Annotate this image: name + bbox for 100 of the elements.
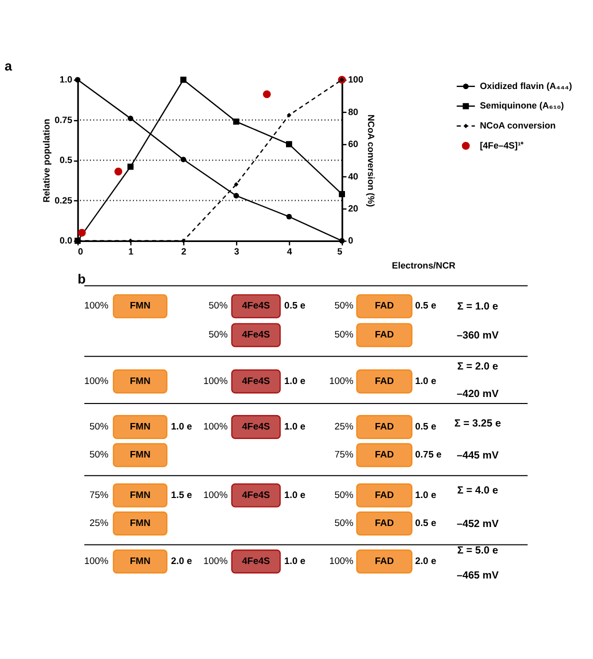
point: [286, 112, 292, 118]
x-tick-label: 0: [78, 246, 84, 256]
text: 25%: [334, 422, 354, 433]
point: [286, 214, 292, 220]
point: [180, 156, 186, 162]
text: FAD: [374, 518, 394, 529]
text: 4Fe4S: [242, 300, 270, 312]
text: 100%: [84, 376, 110, 387]
text: Σ = 4.0 e: [457, 485, 498, 496]
text: FMN: [130, 518, 151, 529]
text: FMN: [130, 490, 151, 501]
y2-tick-label: 20: [348, 203, 358, 214]
text: FMN: [130, 376, 151, 387]
point: [128, 238, 133, 244]
text: 100%: [84, 300, 110, 312]
point: [234, 182, 238, 187]
text: Σ = 5.0 e: [457, 545, 498, 556]
text: FAD: [374, 422, 394, 433]
text: 1.0 e: [284, 376, 306, 387]
text: 50%: [334, 490, 354, 501]
y2-tick-label: 0: [348, 236, 354, 246]
text: –452 mV: [456, 518, 499, 530]
point: [128, 116, 134, 122]
y2-axis-title: NCoA conversion (%): [366, 114, 376, 207]
x-tick-label: 2: [181, 246, 186, 256]
x-axis-title: Electrons/NCR: [392, 260, 456, 270]
text: 1.0 e: [415, 490, 436, 501]
y-tick-label: 0.0: [60, 236, 72, 246]
text: 4Fe4S: [242, 556, 270, 567]
text: 100%: [203, 376, 228, 387]
text: 50%: [89, 422, 110, 433]
text: FMN: [130, 556, 151, 567]
text: 4Fe4S: [242, 422, 270, 433]
y2-tick-label: 80: [348, 106, 358, 117]
point: [338, 191, 345, 198]
y2-tick-label: 100: [348, 74, 364, 85]
text: 50%: [89, 450, 110, 461]
text: 50%: [334, 300, 354, 312]
text: –445 mV: [456, 450, 499, 462]
text: FAD: [374, 490, 394, 501]
legend-label: NCoA conversion: [480, 120, 556, 130]
text: FAD: [374, 556, 394, 567]
y-tick-label: 1.0: [60, 74, 72, 85]
legend-label: Oxidized flavin (A₄₄₄): [480, 80, 572, 91]
text: 1.0 e: [415, 376, 436, 387]
text: FAD: [374, 300, 394, 312]
point: [233, 192, 239, 198]
y-axis-title: Relative population: [42, 118, 52, 203]
text: 50%: [208, 300, 228, 312]
text: –420 mV: [456, 388, 499, 400]
text: 75%: [334, 450, 354, 461]
text: FAD: [374, 376, 394, 387]
point: [127, 164, 134, 170]
text: 50%: [208, 330, 228, 341]
chart-title: a: [4, 58, 13, 74]
text: 0.5 e: [415, 518, 436, 529]
point: [181, 238, 186, 244]
text: 0.75 e: [415, 450, 442, 461]
text: 1.0 e: [170, 422, 192, 433]
text: Σ = 1.0 e: [457, 302, 498, 313]
point: [233, 118, 240, 125]
point: [78, 228, 86, 237]
x-tick-label: 3: [234, 246, 240, 256]
text: b: [78, 272, 86, 287]
text: 25%: [89, 518, 110, 529]
y2-tick-label: 60: [348, 139, 358, 150]
text: 0.5 e: [284, 300, 306, 312]
y-tick-label: 0.25: [54, 195, 72, 206]
text: 50%: [334, 330, 354, 341]
text: 0.5 e: [415, 422, 436, 433]
text: 100%: [203, 490, 228, 501]
text: 1.5 e: [170, 490, 192, 501]
text: FMN: [130, 450, 151, 461]
point: [180, 76, 186, 83]
y-tick-label: 0.5: [60, 155, 72, 166]
x-tick-label: 4: [286, 246, 292, 256]
text: Σ = 2.0 e: [457, 362, 498, 373]
text: 75%: [89, 490, 110, 501]
text: FAD: [374, 450, 394, 461]
text: 50%: [334, 518, 354, 529]
text: 100%: [203, 556, 228, 567]
text: 1.0 e: [284, 556, 306, 567]
x-tick-label: 1: [128, 246, 134, 256]
text: 1.0 e: [284, 422, 306, 433]
legend-label: [4Fe–4S]¹⁺: [480, 140, 524, 150]
text: 4Fe4S: [242, 490, 270, 501]
text: Σ = 3.25 e: [454, 418, 502, 430]
text: 100%: [329, 556, 354, 567]
point: [286, 141, 292, 148]
y-tick-label: 0.75: [54, 114, 72, 125]
legend-label: Semiquinone (A₆₁₀): [480, 100, 564, 111]
point: [114, 168, 122, 176]
text: 4Fe4S: [242, 330, 270, 341]
x-tick-label: 5: [337, 246, 342, 256]
text: 4Fe4S: [242, 376, 270, 387]
y2-tick-label: 40: [348, 171, 358, 182]
text: 100%: [329, 376, 354, 387]
text: 100%: [203, 422, 228, 433]
text: 2.0 e: [170, 556, 192, 567]
text: FMN: [130, 422, 151, 433]
